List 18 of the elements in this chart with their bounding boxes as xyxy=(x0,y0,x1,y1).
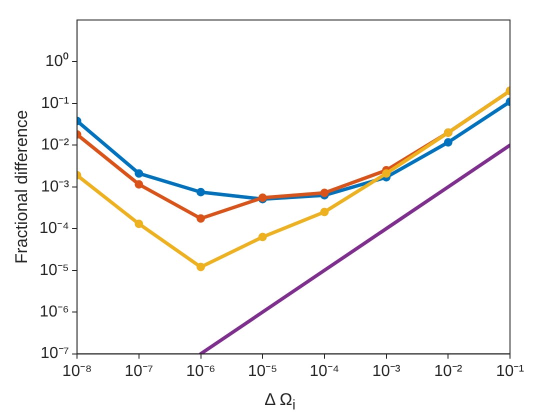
y-tick-label: 10⁻² xyxy=(40,136,70,154)
x-tick-label: 10⁻⁵ xyxy=(248,362,278,380)
x-tick-label: 10⁻⁶ xyxy=(186,362,216,380)
y-tick-label: 10⁻³ xyxy=(40,178,70,196)
y-axis-title: Fractional difference xyxy=(12,110,31,264)
y-tick-label: 10⁻¹ xyxy=(40,94,70,112)
x-tick-label: 10⁻⁷ xyxy=(124,362,154,380)
y-tick-label: 10⁰ xyxy=(45,52,70,70)
x-tick-label: 10⁻³ xyxy=(372,362,402,380)
y-tick-label: 10⁻⁶ xyxy=(40,303,70,320)
y-tick-label: 10⁻⁷ xyxy=(40,345,70,362)
x-tick-label: 10⁻¹ xyxy=(496,362,524,380)
y-tick-label: 10⁻⁴ xyxy=(39,220,70,238)
x-tick-label: 10⁻⁸ xyxy=(62,362,92,380)
y-tick-label: 10⁻⁵ xyxy=(40,262,70,279)
x-axis-title: Δ Ω$_{i}$ xyxy=(263,390,296,414)
x-tick-label: 10⁻⁴ xyxy=(310,362,340,380)
x-tick-label: 10⁻² xyxy=(434,362,463,380)
